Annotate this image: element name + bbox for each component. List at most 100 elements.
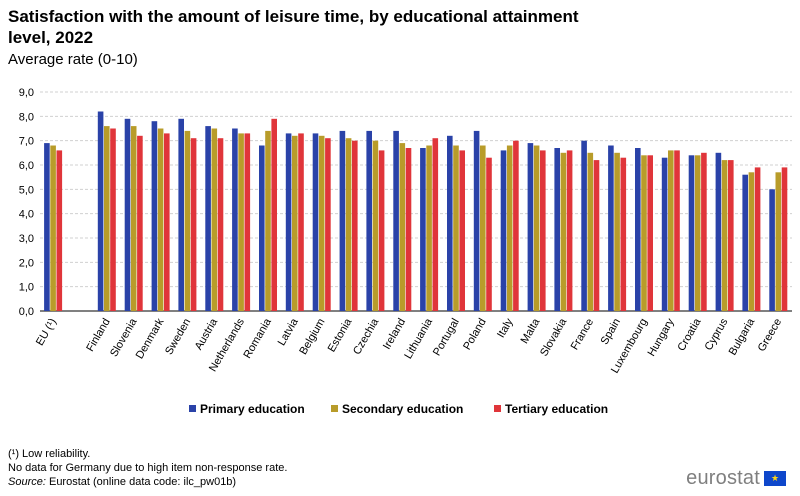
bar <box>581 140 587 311</box>
bar <box>527 143 534 311</box>
source-label: Source: <box>8 476 46 488</box>
legend-swatch <box>331 405 338 412</box>
bar <box>647 155 653 311</box>
bar <box>721 160 728 311</box>
x-category-label: France <box>569 317 597 353</box>
bar <box>614 152 620 311</box>
bar <box>432 138 439 311</box>
source-text: Eurostat (online data code: ilc_pw01b) <box>45 476 237 488</box>
bar <box>205 126 211 311</box>
bar <box>447 135 453 311</box>
y-tick-label: 4,0 <box>19 209 34 221</box>
bar <box>285 133 292 311</box>
y-tick-label: 9,0 <box>19 87 34 99</box>
legend: Primary education Secondary education Tert… <box>189 402 608 416</box>
x-category-label: Finland <box>84 317 112 354</box>
x-category-label: Belgium <box>297 317 327 357</box>
bar <box>715 152 722 311</box>
y-tick-label: 8,0 <box>19 111 34 123</box>
bar <box>378 150 385 311</box>
x-category-label: Croatia <box>675 316 704 353</box>
x-category-label: Slovakia <box>538 316 570 359</box>
bar <box>426 145 432 311</box>
bar <box>265 130 271 311</box>
bar <box>506 145 513 311</box>
bar <box>190 138 197 311</box>
x-category-label: Latvia <box>276 316 302 348</box>
bar <box>728 160 734 311</box>
bar <box>298 133 304 311</box>
y-tick-label: 2,0 <box>19 257 34 269</box>
bar <box>513 140 519 311</box>
bar <box>259 145 265 311</box>
bar <box>372 140 379 311</box>
y-tick-label: 3,0 <box>19 233 34 245</box>
bar <box>97 111 104 311</box>
bar-chart: 0,0 1,0 2,0 3,0 4,0 5,0 6,0 7,0 8,0 9,0 EU (¹) Fin… <box>19 87 792 416</box>
y-tick-label: 1,0 <box>19 282 34 294</box>
bar <box>608 145 614 311</box>
bar <box>244 133 251 311</box>
bar <box>345 138 352 311</box>
bar <box>688 155 695 311</box>
bar <box>405 148 412 311</box>
bar <box>701 152 707 311</box>
bar <box>164 133 170 311</box>
x-category-label: Sweden <box>163 317 193 357</box>
bar <box>560 152 567 311</box>
bar <box>56 150 63 311</box>
x-category-label: Poland <box>461 316 489 352</box>
eurostat-logo: eurostat <box>686 467 786 490</box>
chart-title: Satisfaction with the amount of leisure … <box>8 7 579 47</box>
bar <box>178 118 184 311</box>
bar <box>554 148 560 311</box>
legend-label: Secondary education <box>342 402 463 416</box>
x-category-label: Portugal <box>431 317 462 358</box>
x-category-label: Spain <box>599 317 623 347</box>
bar <box>130 126 137 311</box>
bar <box>352 140 358 311</box>
x-category-label: Greece <box>756 317 784 354</box>
x-category-label: Malta <box>519 316 543 346</box>
x-category-label: EU (¹) <box>34 317 59 348</box>
bar <box>238 133 244 311</box>
x-category-label: Bulgaria <box>727 316 758 358</box>
bar <box>339 130 346 311</box>
y-tick-label: 7,0 <box>19 136 34 148</box>
bar <box>661 157 668 311</box>
bar <box>325 138 331 311</box>
bar-series <box>44 111 788 311</box>
bar <box>459 150 465 311</box>
bar <box>151 121 158 311</box>
x-category-label: Italy <box>495 316 516 340</box>
bar <box>312 133 319 311</box>
legend-label: Primary education <box>200 402 305 416</box>
bar <box>641 155 647 311</box>
bar <box>393 130 399 311</box>
bar <box>694 155 701 311</box>
bar <box>104 126 110 311</box>
bar <box>473 130 480 311</box>
bar <box>44 143 50 311</box>
bar <box>742 174 748 311</box>
bar <box>157 128 164 311</box>
legend-label: Tertiary education <box>505 402 608 416</box>
source-line: Source: Eurostat (online data code: ilc_… <box>8 475 236 489</box>
x-category-label: Austria <box>193 316 221 352</box>
eu-flag-icon <box>764 471 786 486</box>
bar <box>453 145 459 311</box>
bar <box>124 118 131 311</box>
legend-swatch <box>494 405 501 412</box>
bar <box>480 145 486 311</box>
bar <box>399 143 406 311</box>
bar <box>781 167 788 311</box>
y-tick-label: 6,0 <box>19 160 34 172</box>
y-axis-ticks: 0,0 1,0 2,0 3,0 4,0 5,0 6,0 7,0 8,0 9,0 <box>19 87 34 318</box>
bar <box>593 160 600 311</box>
bar <box>420 148 426 311</box>
bar <box>620 157 627 311</box>
bar <box>769 189 775 311</box>
bar <box>754 167 761 311</box>
bar <box>366 130 372 311</box>
